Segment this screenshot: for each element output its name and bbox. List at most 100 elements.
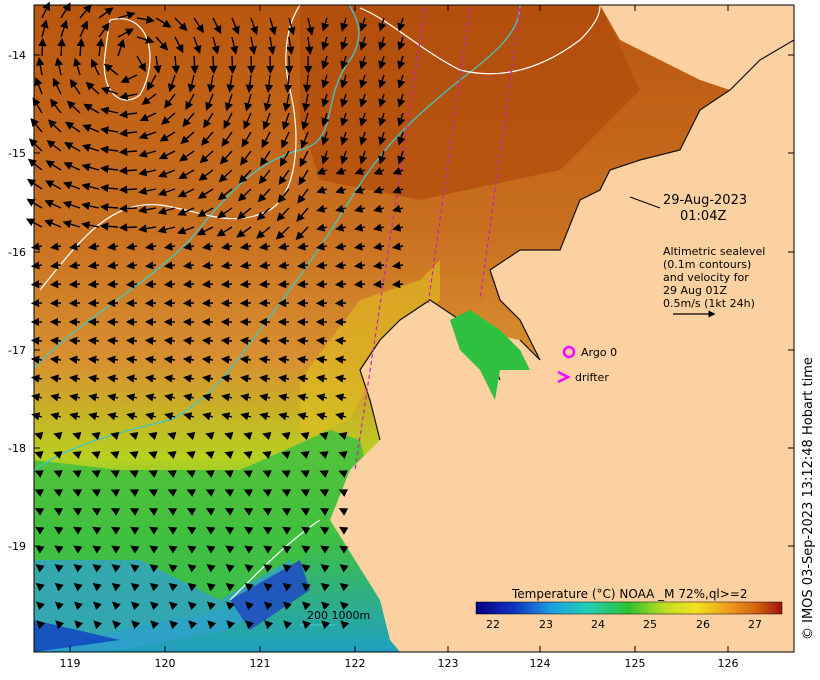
velocity-arrow: [301, 112, 310, 131]
velocity-arrows: [25, 1, 406, 630]
velocity-arrow: [354, 185, 366, 194]
velocity-arrow: [130, 564, 140, 573]
colorbar-tick-label: 22: [486, 618, 500, 631]
velocity-arrow: [225, 545, 235, 554]
velocity-arrow: [276, 207, 290, 222]
velocity-arrow: [30, 242, 43, 251]
velocity-arrow: [277, 280, 290, 289]
velocity-arrow: [319, 432, 329, 441]
velocity-arrow: [353, 280, 366, 289]
velocity-arrow: [25, 218, 43, 228]
velocity-arrow: [72, 470, 82, 478]
velocity-arrow: [129, 489, 139, 497]
velocity-arrow: [87, 374, 100, 383]
velocity-arrow: [277, 336, 290, 345]
velocity-arrow: [315, 242, 328, 251]
velocity-arrow: [144, 261, 157, 270]
velocity-arrow: [223, 112, 233, 130]
velocity-arrow: [149, 526, 159, 535]
velocity-arrow: [359, 74, 368, 89]
velocity-arrow: [281, 451, 291, 459]
velocity-arrow: [205, 93, 214, 111]
velocity-arrow: [167, 451, 177, 459]
velocity-arrow: [300, 432, 310, 441]
velocity-arrow: [92, 526, 102, 535]
velocity-arrow: [247, 55, 256, 75]
velocity-arrow: [180, 131, 195, 145]
velocity-arrow: [397, 36, 406, 51]
velocity-arrow: [262, 432, 272, 441]
velocity-arrow: [87, 242, 100, 251]
velocity-arrow: [391, 280, 404, 289]
velocity-arrow: [203, 112, 214, 129]
velocity-arrow: [34, 489, 44, 497]
velocity-arrow: [100, 86, 119, 95]
velocity-arrow: [245, 620, 255, 630]
velocity-arrow: [211, 36, 220, 55]
velocity-arrow: [339, 601, 349, 611]
velocity-arrow: [49, 374, 62, 383]
velocity-arrow: [250, 17, 259, 36]
velocity-arrow: [397, 74, 406, 89]
velocity-arrow: [118, 147, 138, 156]
velocity-arrow: [36, 57, 45, 76]
velocity-arrow: [49, 355, 62, 364]
velocity-arrow: [319, 489, 329, 497]
velocity-arrow: [319, 451, 329, 459]
velocity-arrow: [44, 219, 62, 228]
velocity-arrow: [85, 81, 100, 95]
velocity-arrow: [267, 36, 276, 55]
velocity-arrow: [163, 261, 176, 270]
velocity-arrow: [182, 242, 195, 251]
velocity-arrow: [278, 169, 290, 185]
velocity-arrow: [263, 545, 273, 554]
velocity-arrow: [205, 508, 216, 516]
velocity-arrow: [244, 564, 254, 573]
velocity-arrow: [31, 412, 43, 421]
info-line-4: 29 Aug 01Z: [663, 284, 727, 297]
velocity-arrow: [118, 128, 138, 138]
velocity-arrow: [206, 601, 216, 611]
velocity-arrow: [239, 355, 252, 364]
velocity-arrow: [220, 374, 233, 383]
velocity-arrow: [68, 242, 81, 251]
velocity-arrow: [60, 19, 69, 38]
velocity-arrow: [30, 117, 43, 133]
velocity-arrow: [277, 374, 290, 383]
velocity-arrow: [65, 121, 81, 133]
velocity-arrow: [224, 470, 234, 478]
velocity-arrow: [99, 222, 119, 231]
velocity-arrow: [117, 38, 126, 57]
velocity-arrow: [281, 508, 292, 516]
velocity-arrow: [125, 336, 138, 345]
velocity-arrow: [79, 4, 92, 19]
velocity-arrow: [220, 355, 233, 364]
velocity-arrow: [207, 620, 217, 630]
velocity-arrow: [217, 188, 233, 201]
velocity-arrow: [391, 242, 404, 251]
y-tick-label: -18: [8, 442, 26, 455]
velocity-arrow: [224, 451, 234, 459]
velocity-arrow: [282, 93, 292, 112]
velocity-arrow: [35, 601, 45, 611]
velocity-arrow: [72, 489, 82, 497]
velocity-arrow: [338, 432, 348, 441]
velocity-arrow: [117, 11, 136, 20]
velocity-arrow: [205, 451, 215, 459]
velocity-arrow: [236, 207, 252, 220]
velocity-arrow: [260, 150, 271, 167]
velocity-arrow: [282, 582, 292, 592]
velocity-arrow: [46, 139, 62, 152]
velocity-arrow: [282, 564, 292, 573]
velocity-arrow: [201, 261, 214, 270]
velocity-arrow: [239, 242, 252, 251]
y-tick-label: -17: [8, 344, 26, 357]
velocity-arrow: [126, 412, 138, 421]
velocity-arrow: [321, 131, 330, 146]
velocity-arrow: [258, 280, 271, 289]
velocity-arrow: [68, 336, 81, 345]
king-sound-inlet: [450, 310, 530, 400]
velocity-arrow: [296, 280, 309, 289]
velocity-arrow: [220, 336, 233, 345]
velocity-arrow: [73, 526, 83, 535]
